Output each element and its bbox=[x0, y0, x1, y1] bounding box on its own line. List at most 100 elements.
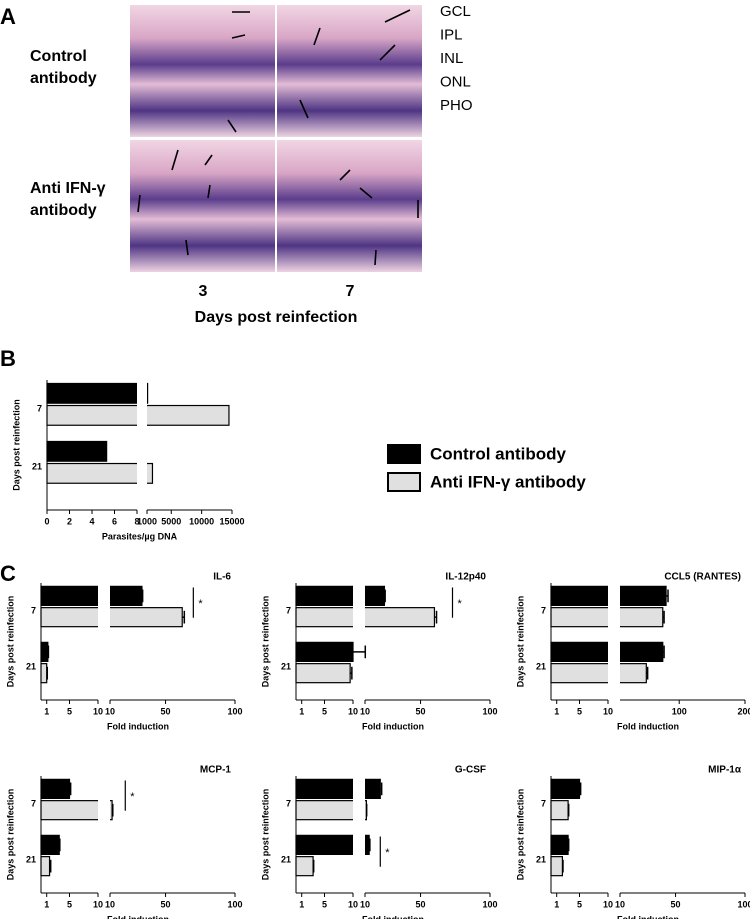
x-tick-label: 5 bbox=[577, 899, 582, 909]
y-tick-label: 7 bbox=[286, 605, 291, 615]
axis-break bbox=[137, 462, 147, 485]
bar bbox=[40, 834, 60, 855]
x-tick-label: 10 bbox=[93, 899, 103, 909]
x-tick-label: 5 bbox=[322, 899, 327, 909]
x-tick-label: 1 bbox=[554, 899, 559, 909]
x-tick-label: 10 bbox=[105, 706, 115, 716]
x-tick-label: 10000 bbox=[189, 516, 214, 526]
x-tick-label: 10 bbox=[615, 899, 625, 909]
x-axis-label: Fold induction bbox=[362, 914, 424, 919]
y-tick-label: 21 bbox=[26, 661, 36, 671]
y-axis-label: Days post reinfection bbox=[11, 399, 21, 491]
y-tick-label: 21 bbox=[26, 854, 36, 864]
histology-image bbox=[130, 5, 275, 137]
x-tick-label: 100 bbox=[227, 899, 242, 909]
y-tick-label: 21 bbox=[536, 661, 546, 671]
panel-label: B bbox=[0, 346, 16, 371]
x-axis-label: Parasites/µg DNA bbox=[102, 531, 178, 541]
x-tick-label: 100 bbox=[737, 899, 750, 909]
y-axis-label: Days post reinfection bbox=[260, 596, 270, 688]
axis-break bbox=[353, 585, 365, 607]
bar bbox=[295, 856, 314, 877]
significance-label: * bbox=[130, 791, 135, 803]
y-tick-label: 7 bbox=[541, 605, 546, 615]
y-tick-label: 7 bbox=[31, 605, 36, 615]
x-tick-label: 50 bbox=[416, 706, 426, 716]
bar bbox=[295, 663, 351, 684]
y-axis-label: Days post reinfection bbox=[5, 789, 15, 881]
significance-label: * bbox=[385, 847, 390, 859]
chart-title: MIP-1α bbox=[708, 765, 742, 776]
bar bbox=[40, 641, 49, 662]
panel-label: A bbox=[0, 4, 16, 29]
chart-title: CCL5 (RANTES) bbox=[664, 572, 741, 583]
arrows bbox=[137, 9, 419, 266]
bar bbox=[550, 607, 664, 628]
axis-break bbox=[353, 606, 365, 628]
y-tick-label: 21 bbox=[281, 854, 291, 864]
x-tick-label: 1000 bbox=[137, 516, 157, 526]
axis-break bbox=[353, 799, 365, 821]
layer-label: INL bbox=[440, 50, 463, 67]
x-axis-label: Fold induction bbox=[107, 721, 169, 731]
x-tick-label: 10 bbox=[93, 706, 103, 716]
bar bbox=[40, 663, 48, 684]
y-tick-label: 7 bbox=[286, 798, 291, 808]
axis-break bbox=[98, 799, 110, 821]
axis-break bbox=[608, 606, 620, 628]
bar bbox=[550, 641, 664, 662]
y-axis-label: Days post reinfection bbox=[260, 789, 270, 881]
x-tick-label: 2 bbox=[67, 516, 72, 526]
x-tick-label: 5 bbox=[67, 706, 72, 716]
y-axis-label: Days post reinfection bbox=[515, 596, 525, 688]
legend-label: Control antibody bbox=[430, 444, 567, 463]
x-axis-label: Fold induction bbox=[107, 914, 169, 919]
column-label: 7 bbox=[346, 283, 355, 300]
x-tick-label: 10 bbox=[348, 706, 358, 716]
x-axis-label: Fold induction bbox=[617, 721, 679, 731]
row-label: Anti IFN-γ antibody bbox=[30, 180, 106, 219]
x-tick-label: 1 bbox=[554, 706, 559, 716]
x-tick-label: 8 bbox=[134, 516, 139, 526]
x-tick-label: 15000 bbox=[219, 516, 244, 526]
y-tick-label: 7 bbox=[37, 403, 42, 413]
panel-label: C bbox=[0, 561, 16, 586]
bar bbox=[46, 382, 149, 404]
row-label: Control antibody bbox=[30, 48, 97, 87]
bar bbox=[46, 462, 154, 484]
significance-label: * bbox=[458, 598, 463, 610]
bar bbox=[550, 778, 581, 799]
bar bbox=[40, 856, 51, 877]
chart-title: G-CSF bbox=[455, 765, 486, 776]
x-tick-label: 100 bbox=[227, 706, 242, 716]
axis-break bbox=[608, 641, 620, 663]
axis-break bbox=[137, 404, 147, 427]
x-tick-label: 5000 bbox=[161, 516, 181, 526]
x-tick-label: 100 bbox=[482, 899, 497, 909]
histology-image bbox=[277, 140, 422, 272]
x-tick-label: 1 bbox=[44, 706, 49, 716]
bar bbox=[295, 585, 386, 606]
histology-images bbox=[130, 5, 422, 272]
x-tick-label: 10 bbox=[360, 899, 370, 909]
y-axis-label: Days post reinfection bbox=[5, 596, 15, 688]
x-tick-label: 10 bbox=[603, 706, 613, 716]
bar bbox=[40, 607, 183, 628]
histology-image bbox=[130, 140, 275, 272]
x-tick-label: 10 bbox=[603, 899, 613, 909]
x-axis-label: Fold induction bbox=[362, 721, 424, 731]
histology-image bbox=[277, 5, 422, 137]
bar bbox=[295, 641, 354, 662]
x-tick-label: 5 bbox=[577, 706, 582, 716]
x-tick-label: 50 bbox=[416, 899, 426, 909]
axis-break bbox=[608, 585, 620, 607]
x-tick-label: 5 bbox=[67, 899, 72, 909]
axis-break bbox=[353, 778, 365, 800]
x-tick-label: 6 bbox=[112, 516, 117, 526]
x-tick-label: 100 bbox=[482, 706, 497, 716]
layer-label: IPL bbox=[440, 26, 463, 43]
x-tick-label: 4 bbox=[89, 516, 94, 526]
layer-label: GCL bbox=[440, 3, 471, 20]
x-axis-label: Fold induction bbox=[617, 914, 679, 919]
